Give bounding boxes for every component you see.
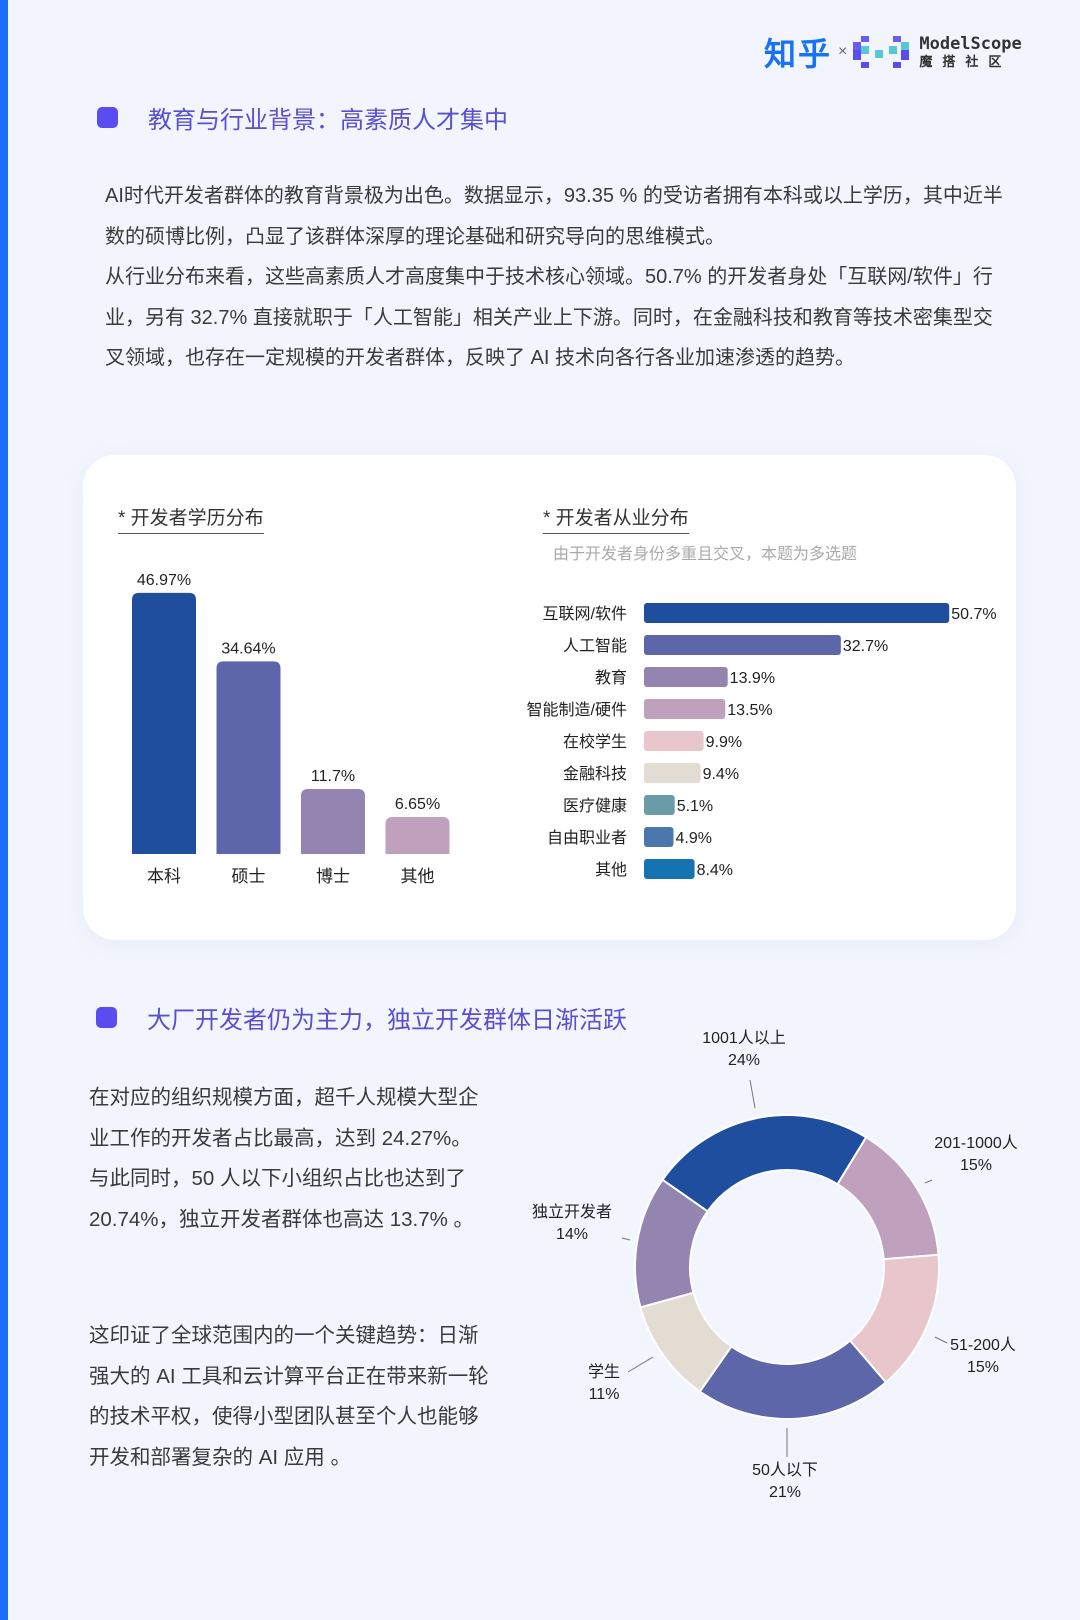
industry-category-label: 智能制造/硬件: [527, 701, 627, 719]
education-category-label: 博士: [316, 867, 350, 886]
donut-value-label: 14%: [556, 1226, 588, 1243]
donut-category-label: 50人以下: [752, 1461, 818, 1479]
section1-heading: 教育与行业背景：高素质人才集中: [97, 100, 508, 135]
modelscope-icon: [853, 36, 910, 68]
education-bar: [216, 661, 281, 854]
industry-category-label: 人工智能: [563, 637, 627, 655]
education-bar-value: 11.7%: [311, 768, 355, 785]
industry-bar: [644, 603, 950, 623]
industry-bar: [644, 763, 701, 783]
industry-bar-value: 8.4%: [697, 862, 733, 879]
brand-logo: 知乎 × ModelScope 魔搭社区: [764, 30, 1022, 74]
section2-paragraph1: 在对应的组织规模方面，超千人规模大型企业工作的开发者占比最高，达到 24.27%…: [89, 1086, 479, 1231]
industry-bar-value: 9.4%: [703, 766, 739, 783]
education-bar-value: 34.64%: [221, 640, 275, 657]
left-accent-strip: [0, 0, 8, 1620]
donut-value-label: 24%: [728, 1052, 760, 1069]
donut-leader-line: [924, 1179, 933, 1184]
industry-bar-value: 13.9%: [730, 670, 775, 687]
industry-bar: [644, 827, 674, 847]
donut-value-label: 21%: [769, 1484, 801, 1501]
industry-category-label: 自由职业者: [547, 829, 627, 847]
donut-value-label: 15%: [960, 1157, 992, 1174]
donut-leader-line: [621, 1237, 631, 1241]
donut-leader-line: [627, 1356, 654, 1373]
donut-value-label: 11%: [589, 1386, 620, 1403]
industry-bar: [644, 731, 704, 751]
donut-leader-line: [749, 1079, 756, 1109]
donut-slice: [661, 1114, 868, 1213]
industry-bar: [644, 859, 695, 879]
education-bar-value: 46.97%: [137, 572, 191, 589]
donut-category-label: 51-200人: [950, 1336, 1016, 1354]
education-bar: [301, 788, 365, 854]
industry-category-label: 教育: [595, 669, 627, 687]
section1-paragraph1: AI时代开发者群体的教育背景极为出色。数据显示，93.35 % 的受访者拥有本科…: [105, 185, 1003, 248]
industry-category-label: 互联网/软件: [543, 605, 627, 623]
section1-heading-text: 教育与行业背景：高素质人才集中: [148, 107, 508, 134]
industry-bar: [644, 635, 841, 655]
donut-slice: [634, 1178, 709, 1309]
times-sign: ×: [838, 43, 848, 60]
bullet-square-icon: [97, 107, 118, 128]
industry-bar-value: 13.5%: [727, 702, 772, 719]
industry-category-label: 其他: [595, 861, 627, 879]
education-bar: [132, 592, 196, 854]
industry-bar-value: 50.7%: [951, 606, 996, 623]
section2-heading: 大厂开发者仍为主力，独立开发群体日渐活跃: [96, 1000, 627, 1035]
donut-category-label: 学生: [588, 1363, 620, 1381]
industry-chart-title: * 开发者从业分布: [543, 503, 689, 534]
donut-leader-line: [934, 1336, 948, 1344]
education-chart-title: * 开发者学历分布: [118, 503, 264, 534]
industry-category-label: 在校学生: [563, 733, 627, 751]
donut-category-label: 1001人以上: [702, 1029, 786, 1047]
industry-bar-value: 4.9%: [675, 830, 711, 847]
donut-category-label: 独立开发者: [532, 1203, 612, 1221]
industry-category-label: 金融科技: [563, 765, 627, 783]
education-bar-value: 6.65%: [395, 796, 440, 813]
industry-bar: [644, 795, 675, 815]
modelscope-wordmark: ModelScope: [919, 34, 1022, 54]
modelscope-cn-wordmark: 魔搭社区: [919, 54, 1012, 69]
industry-bar-value: 5.1%: [677, 798, 713, 815]
education-category-label: 本科: [147, 867, 181, 886]
industry-chart-subtitle: 由于开发者身份多重且交叉，本题为多选题: [553, 546, 858, 563]
section2-heading-text: 大厂开发者仍为主力，独立开发群体日渐活跃: [147, 1007, 627, 1034]
donut-value-label: 15%: [967, 1359, 999, 1376]
industry-category-label: 医疗健康: [563, 797, 627, 815]
zhihu-logo: 知乎: [764, 36, 833, 72]
education-bar: [385, 817, 450, 854]
industry-bar-value: 9.9%: [706, 734, 742, 751]
education-category-label: 硕士: [232, 867, 266, 886]
donut-category-label: 201-1000人: [934, 1134, 1018, 1152]
section2-paragraph2: 这印证了全球范围内的一个关键趋势：日渐强大的 AI 工具和云计算平台正在带来新一…: [89, 1324, 489, 1469]
education-category-label: 其他: [401, 867, 435, 886]
industry-bar: [644, 699, 726, 719]
industry-bar: [644, 667, 728, 687]
industry-bar-value: 32.7%: [843, 638, 888, 655]
bullet-square-icon: [96, 1007, 117, 1028]
section1-paragraph2: 从行业分布来看，这些高素质人才高度集中于技术核心领域。50.7% 的开发者身处「…: [105, 266, 993, 370]
